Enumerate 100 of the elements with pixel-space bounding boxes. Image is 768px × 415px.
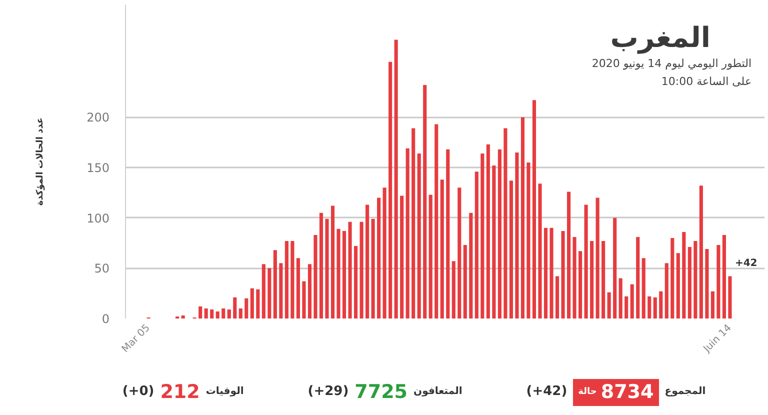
bar — [348, 222, 352, 318]
bar — [469, 212, 473, 318]
bar — [204, 308, 208, 318]
bar — [532, 100, 536, 318]
y-tick-label: 50 — [94, 262, 110, 276]
bar — [607, 292, 611, 318]
bar — [244, 298, 248, 318]
bar — [722, 234, 726, 318]
bar — [342, 230, 346, 318]
bar — [578, 251, 582, 318]
y-tick-label: 150 — [86, 161, 110, 176]
bar — [268, 268, 272, 318]
bar — [550, 228, 554, 318]
bar — [682, 232, 686, 318]
bar — [296, 258, 300, 318]
bar — [210, 309, 214, 318]
bar — [284, 241, 288, 318]
bar — [428, 194, 432, 318]
bar — [561, 230, 565, 318]
bar — [538, 184, 542, 318]
bar — [653, 297, 657, 318]
bar — [382, 188, 386, 318]
bar — [394, 40, 398, 318]
bar — [520, 117, 524, 318]
bar — [238, 308, 242, 318]
bar — [279, 263, 283, 318]
bar — [705, 249, 709, 318]
bar — [659, 291, 663, 318]
bar — [434, 124, 438, 318]
bar — [486, 144, 490, 318]
x-tick-label: Mar 05 — [120, 322, 152, 355]
bar — [250, 288, 254, 318]
bar — [262, 264, 266, 318]
bar — [526, 162, 530, 318]
text: المغرب — [610, 21, 711, 54]
text: التطور اليومي ليوم 14 يونيو 2020 على الساعة 10:00 — [592, 57, 752, 88]
bar — [412, 128, 416, 318]
bar — [366, 204, 370, 318]
bar — [452, 261, 456, 318]
bar — [222, 308, 226, 318]
bar — [302, 281, 306, 318]
bar — [694, 241, 698, 318]
bar — [504, 128, 508, 318]
bar — [227, 309, 231, 318]
bar — [676, 253, 680, 318]
bar — [624, 296, 628, 318]
bar — [314, 234, 318, 318]
bar — [273, 250, 277, 318]
bar — [233, 297, 237, 318]
bar — [330, 206, 335, 318]
bar — [618, 278, 622, 318]
bar — [371, 218, 375, 318]
y-axis-title: عدد الحالات المؤكدة — [36, 117, 46, 206]
bar — [423, 85, 427, 318]
bar — [602, 241, 606, 318]
bar — [728, 276, 732, 318]
bar — [440, 180, 444, 318]
bar — [566, 192, 571, 318]
bar — [360, 222, 364, 318]
bar — [256, 289, 260, 318]
bar — [474, 172, 478, 318]
bar — [636, 236, 640, 318]
bar — [613, 218, 617, 318]
bar — [670, 238, 674, 318]
bar — [354, 246, 358, 318]
bar — [417, 153, 421, 318]
bar — [480, 153, 484, 318]
y-tick-label: 100 — [86, 211, 110, 226]
bar — [290, 241, 294, 318]
bar — [716, 245, 720, 318]
bar — [572, 236, 576, 318]
bar — [325, 218, 329, 318]
bar — [688, 247, 692, 318]
bar — [377, 198, 381, 318]
bar — [216, 311, 220, 318]
bar — [642, 258, 646, 318]
bar — [630, 284, 634, 318]
bar — [515, 152, 519, 318]
bar — [492, 166, 496, 318]
bar — [406, 148, 410, 318]
bar — [446, 149, 450, 318]
bar — [181, 315, 185, 318]
bar — [555, 276, 560, 318]
y-tick-label: 200 — [86, 110, 110, 125]
bar — [400, 196, 404, 318]
y-tick-label: 0 — [102, 312, 110, 326]
bar — [388, 62, 392, 318]
bar — [648, 296, 652, 318]
bar — [336, 228, 340, 318]
bar — [584, 204, 588, 318]
bar — [699, 186, 703, 318]
bar — [198, 306, 202, 318]
bar — [308, 264, 312, 318]
bar — [458, 188, 462, 318]
bar — [664, 263, 668, 318]
bar — [590, 241, 594, 318]
bar — [544, 228, 548, 318]
bar — [319, 212, 324, 318]
bar — [498, 149, 502, 318]
bar — [463, 245, 467, 318]
